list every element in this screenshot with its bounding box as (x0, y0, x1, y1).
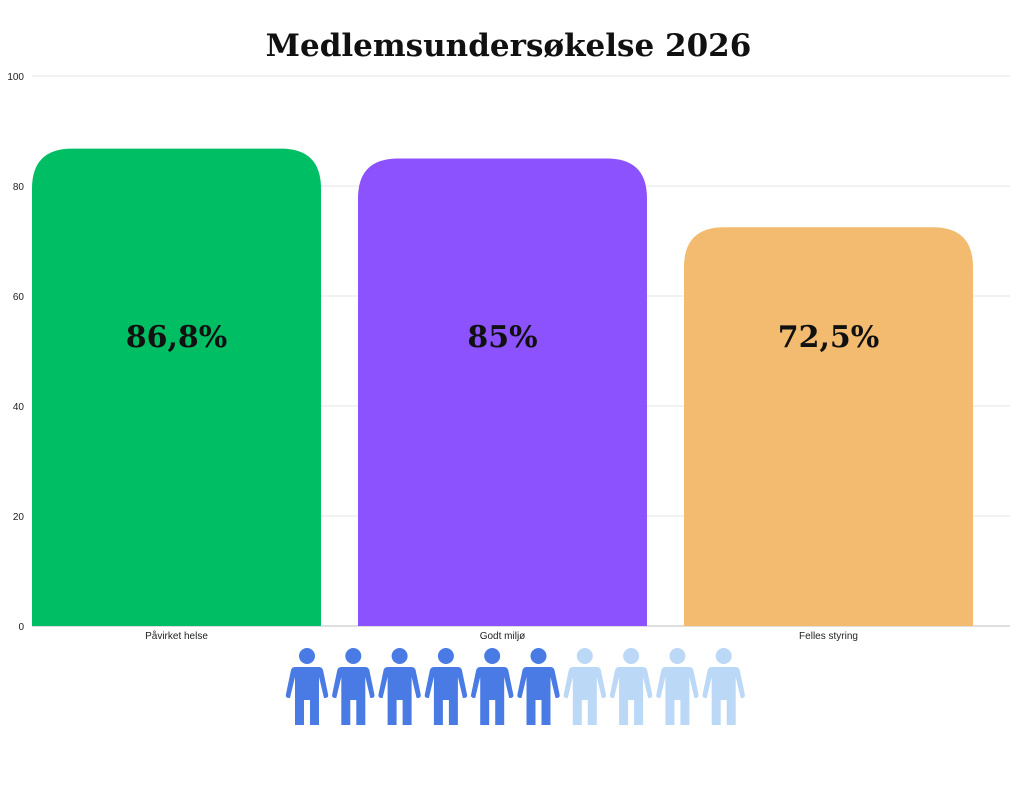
person-icon (656, 648, 699, 725)
y-tick-label: 20 (13, 512, 25, 523)
y-tick-label: 0 (18, 622, 24, 633)
y-tick-label: 100 (7, 72, 24, 83)
y-axis-ticks: 0 20 40 60 80 100 (7, 72, 24, 633)
chart-title: Medlemsundersøkelse 2026 (265, 28, 752, 64)
person-icon (285, 648, 329, 725)
bar-1 (358, 158, 647, 626)
category-labels: Påvirket helse Godt miljø Felles styring (145, 630, 858, 642)
person-icon (702, 648, 745, 725)
person-icon (424, 648, 468, 725)
bar-2 (684, 227, 973, 626)
person-icon (609, 648, 653, 725)
person-icon (471, 648, 514, 725)
person-icon (378, 648, 421, 725)
pictogram (285, 648, 745, 725)
bar-value-label: 85% (467, 320, 537, 355)
person-icon (517, 648, 560, 725)
y-tick-label: 40 (13, 402, 25, 413)
person-icon (563, 648, 606, 725)
person-icon (332, 648, 375, 725)
bars (32, 148, 973, 626)
value-labels: 86,8% 85% 72,5% (126, 320, 880, 355)
category-label: Godt miljø (480, 631, 526, 642)
bar-value-label: 72,5% (778, 320, 880, 355)
y-tick-label: 80 (13, 182, 25, 193)
y-tick-label: 60 (13, 292, 25, 303)
category-label: Felles styring (799, 631, 858, 642)
category-label: Påvirket helse (145, 630, 208, 642)
bar-value-label: 86,8% (126, 320, 228, 355)
bar-0 (32, 148, 321, 626)
